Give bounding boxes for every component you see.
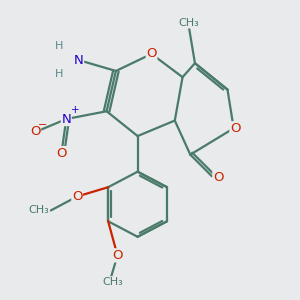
Text: O: O	[214, 171, 224, 184]
Text: O: O	[112, 249, 123, 262]
Text: O: O	[56, 147, 67, 160]
Text: O: O	[30, 125, 40, 138]
Text: O: O	[146, 47, 157, 60]
Text: O: O	[213, 170, 224, 183]
Text: N: N	[74, 54, 84, 67]
Text: H: H	[54, 41, 63, 51]
Text: CH₃: CH₃	[102, 277, 123, 287]
Text: O: O	[230, 122, 241, 135]
Text: H: H	[54, 69, 63, 79]
Text: N: N	[61, 112, 71, 125]
Text: +: +	[71, 105, 79, 115]
Text: O: O	[72, 190, 83, 203]
Text: CH₃: CH₃	[178, 18, 199, 28]
Text: CH₃: CH₃	[28, 206, 49, 215]
Text: −: −	[38, 120, 47, 130]
